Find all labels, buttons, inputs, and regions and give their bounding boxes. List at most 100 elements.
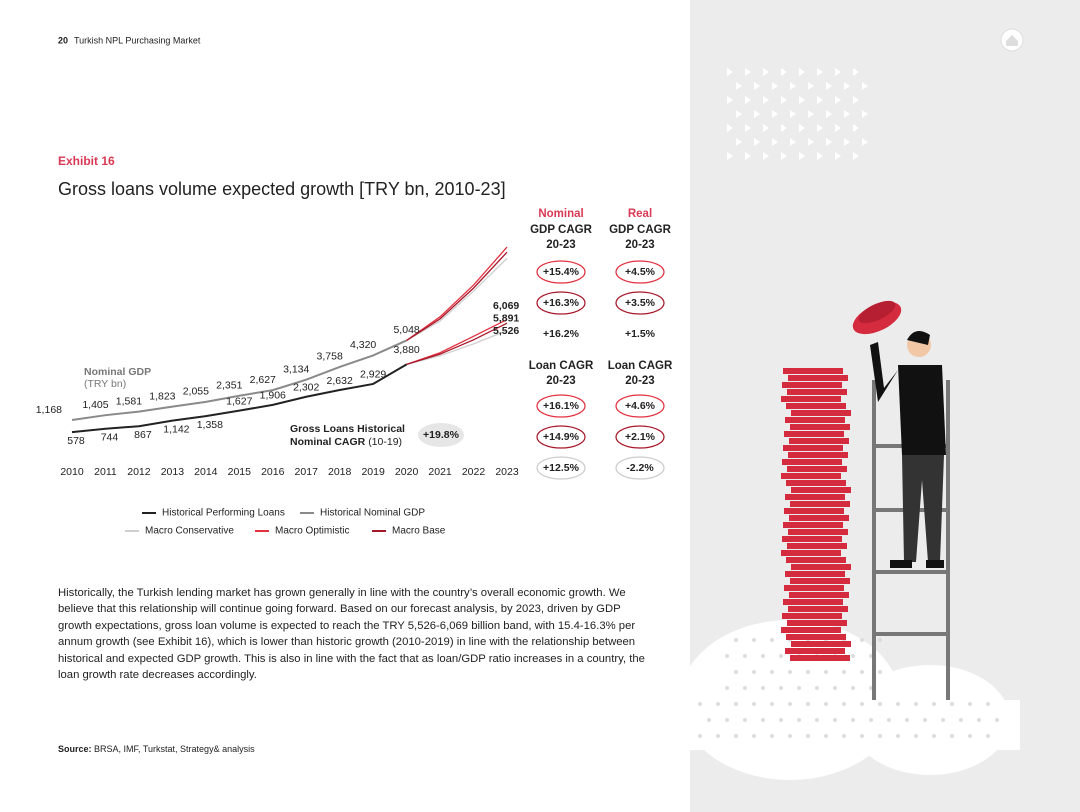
triangle bbox=[817, 68, 823, 76]
coin bbox=[781, 473, 841, 479]
dot bbox=[725, 718, 729, 722]
data-label: 2,632 bbox=[327, 375, 353, 387]
value-ring bbox=[536, 291, 586, 315]
triangle bbox=[853, 96, 859, 104]
triangle bbox=[781, 68, 787, 76]
dot bbox=[941, 718, 945, 722]
data-label: 4,320 bbox=[350, 339, 376, 351]
triangle bbox=[754, 82, 760, 90]
value-ring bbox=[536, 260, 586, 284]
dot bbox=[896, 702, 900, 706]
triangle bbox=[727, 96, 733, 104]
coin bbox=[790, 578, 850, 584]
table-value: +14.9% bbox=[543, 431, 580, 443]
dot bbox=[725, 654, 729, 658]
coin bbox=[788, 606, 848, 612]
dot bbox=[959, 718, 963, 722]
coin bbox=[786, 480, 846, 486]
dot bbox=[797, 686, 801, 690]
triangle bbox=[790, 82, 796, 90]
dot bbox=[770, 734, 774, 738]
coin bbox=[788, 529, 848, 535]
dot bbox=[851, 686, 855, 690]
dot bbox=[707, 718, 711, 722]
data-label: 2,929 bbox=[360, 369, 386, 381]
data-label: 1,168 bbox=[36, 404, 62, 416]
triangle bbox=[745, 124, 751, 132]
triangle bbox=[754, 138, 760, 146]
page-number: 20 bbox=[58, 35, 68, 45]
x-tick-label: 2017 bbox=[295, 466, 319, 478]
x-tick-label: 2015 bbox=[228, 466, 252, 478]
x-tick-label: 2018 bbox=[328, 466, 352, 478]
dot bbox=[761, 654, 765, 658]
triangle bbox=[727, 152, 733, 160]
triangle bbox=[826, 110, 832, 118]
x-tick-label: 2013 bbox=[161, 466, 185, 478]
triangle bbox=[763, 152, 769, 160]
coin bbox=[782, 382, 842, 388]
table-header: Loan CAGR bbox=[608, 360, 673, 372]
dot bbox=[914, 702, 918, 706]
table-value: +4.6% bbox=[625, 400, 656, 412]
data-label: 3,880 bbox=[393, 344, 419, 356]
dot bbox=[815, 718, 819, 722]
dot bbox=[860, 638, 864, 642]
cagr-label-period: (10-19) bbox=[368, 436, 402, 448]
coin bbox=[786, 557, 846, 563]
coin bbox=[784, 585, 844, 591]
data-label: 5,891 bbox=[493, 312, 519, 324]
triangle bbox=[826, 82, 832, 90]
dot bbox=[851, 654, 855, 658]
dot bbox=[770, 638, 774, 642]
dot bbox=[914, 734, 918, 738]
dot bbox=[824, 734, 828, 738]
source: Source: BRSA, IMF, Turkstat, Strategy& a… bbox=[58, 744, 255, 754]
dot bbox=[743, 686, 747, 690]
series-line bbox=[406, 251, 508, 342]
table-header: Loan CAGR bbox=[529, 360, 594, 372]
triangle-pattern bbox=[727, 68, 868, 160]
triangle bbox=[727, 124, 733, 132]
coin bbox=[791, 487, 851, 493]
table-value: -2.2% bbox=[626, 462, 654, 474]
value-ring bbox=[615, 260, 665, 284]
coin bbox=[787, 466, 847, 472]
series-line bbox=[71, 363, 408, 434]
triangle bbox=[790, 138, 796, 146]
table-value: +16.3% bbox=[543, 297, 580, 309]
legend-label: Macro Base bbox=[392, 526, 446, 537]
dot bbox=[842, 734, 846, 738]
dot bbox=[887, 718, 891, 722]
dot bbox=[878, 734, 882, 738]
data-label: 6,069 bbox=[493, 300, 519, 312]
dot bbox=[761, 686, 765, 690]
dot bbox=[716, 734, 720, 738]
coin bbox=[791, 641, 851, 647]
dot bbox=[986, 734, 990, 738]
series-line bbox=[406, 330, 508, 366]
dot bbox=[824, 702, 828, 706]
x-tick-label: 2022 bbox=[462, 466, 486, 478]
dot bbox=[986, 702, 990, 706]
dot bbox=[797, 718, 801, 722]
dot bbox=[932, 702, 936, 706]
table-value: +1.5% bbox=[625, 328, 656, 340]
triangle bbox=[844, 82, 850, 90]
dot bbox=[833, 718, 837, 722]
triangle bbox=[862, 82, 868, 90]
dot bbox=[788, 734, 792, 738]
table-value: +16.2% bbox=[543, 328, 580, 340]
coin bbox=[790, 424, 850, 430]
triangle bbox=[808, 138, 814, 146]
dot bbox=[752, 734, 756, 738]
dot bbox=[743, 654, 747, 658]
coin bbox=[787, 389, 847, 395]
coin bbox=[781, 396, 841, 402]
coin bbox=[785, 417, 845, 423]
dot bbox=[833, 686, 837, 690]
data-label: 2,302 bbox=[293, 382, 319, 394]
triangle bbox=[835, 152, 841, 160]
series-line bbox=[406, 246, 508, 341]
